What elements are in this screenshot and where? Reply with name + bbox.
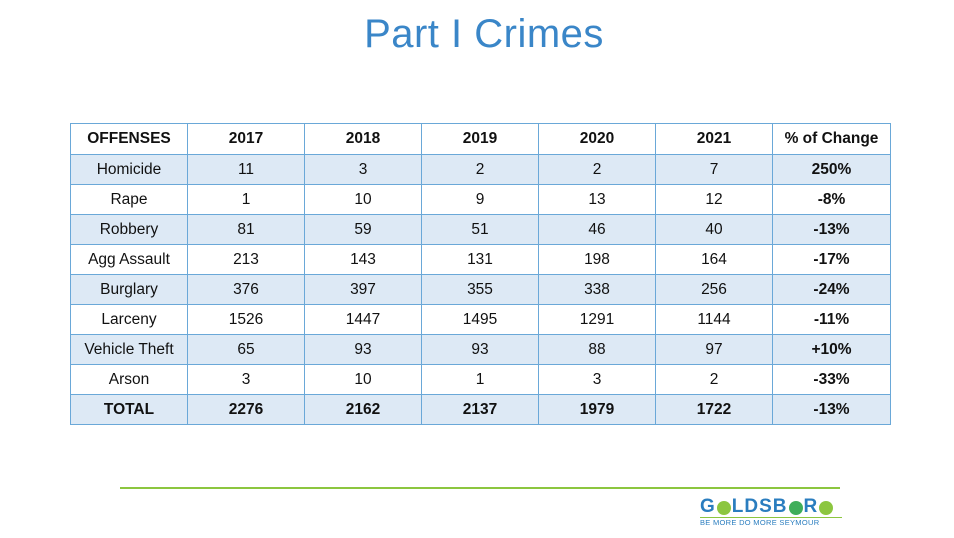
value-cell: 97 (655, 334, 773, 365)
value-cell: 40 (655, 214, 773, 245)
change-cell: -24% (772, 274, 891, 305)
offense-cell: Homicide (70, 154, 188, 185)
logo-circle-icon (716, 501, 731, 515)
value-cell: 93 (304, 334, 422, 365)
table-row: Robbery 81 59 51 46 40 -13% (70, 214, 891, 245)
total-value-cell: 2137 (421, 394, 539, 425)
value-cell: 1447 (304, 304, 422, 335)
value-cell: 3 (538, 364, 656, 395)
value-cell: 7 (655, 154, 773, 185)
value-cell: 11 (187, 154, 305, 185)
total-label-cell: TOTAL (70, 394, 188, 425)
value-cell: 10 (304, 184, 422, 215)
value-cell: 59 (304, 214, 422, 245)
header-2018: 2018 (304, 123, 422, 155)
value-cell: 131 (421, 244, 539, 275)
table-row: Vehicle Theft 65 93 93 88 97 +10% (70, 334, 891, 365)
value-cell: 143 (304, 244, 422, 275)
logo-leaf-icon (788, 501, 803, 515)
logo-letters-ldsb: LDSB (731, 496, 788, 517)
value-cell: 376 (187, 274, 305, 305)
change-cell: +10% (772, 334, 891, 365)
table-row: Homicide 11 3 2 2 7 250% (70, 154, 891, 185)
offense-cell: Vehicle Theft (70, 334, 188, 365)
value-cell: 355 (421, 274, 539, 305)
value-cell: 81 (187, 214, 305, 245)
change-cell: -11% (772, 304, 891, 335)
offense-cell: Larceny (70, 304, 188, 335)
header-2017: 2017 (187, 123, 305, 155)
header-offenses: OFFENSES (70, 123, 188, 155)
value-cell: 164 (655, 244, 773, 275)
value-cell: 13 (538, 184, 656, 215)
table-row: Larceny 1526 1447 1495 1291 1144 -11% (70, 304, 891, 335)
table-header-row: OFFENSES 2017 2018 2019 2020 2021 % of C… (70, 123, 891, 155)
offense-cell: Arson (70, 364, 188, 395)
value-cell: 3 (304, 154, 422, 185)
change-cell: -17% (772, 244, 891, 275)
change-cell: -8% (772, 184, 891, 215)
value-cell: 10 (304, 364, 422, 395)
value-cell: 93 (421, 334, 539, 365)
total-value-cell: 2276 (187, 394, 305, 425)
table-row: Agg Assault 213 143 131 198 164 -17% (70, 244, 891, 275)
value-cell: 1526 (187, 304, 305, 335)
value-cell: 65 (187, 334, 305, 365)
logo-letter-g: G (700, 496, 716, 517)
slide-title: Part I Crimes (364, 12, 604, 56)
logo-wordmark: G LDSB R (700, 497, 842, 517)
value-cell: 1291 (538, 304, 656, 335)
value-cell: 213 (187, 244, 305, 275)
header-2021: 2021 (655, 123, 773, 155)
table-row: Rape 1 10 9 13 12 -8% (70, 184, 891, 215)
value-cell: 1 (187, 184, 305, 215)
value-cell: 2 (655, 364, 773, 395)
total-change-cell: -13% (772, 394, 891, 425)
value-cell: 88 (538, 334, 656, 365)
value-cell: 3 (187, 364, 305, 395)
logo-letter-r: R (803, 496, 819, 517)
logo-tagline: BE MORE DO MORE SEYMOUR (700, 517, 842, 527)
crimes-table: OFFENSES 2017 2018 2019 2020 2021 % of C… (70, 123, 891, 425)
total-row: TOTAL 2276 2162 2137 1979 1722 -13% (70, 394, 891, 425)
value-cell: 2 (421, 154, 539, 185)
header-2019: 2019 (421, 123, 539, 155)
header-2020: 2020 (538, 123, 656, 155)
value-cell: 51 (421, 214, 539, 245)
value-cell: 46 (538, 214, 656, 245)
logo-circle-icon (819, 501, 834, 515)
value-cell: 338 (538, 274, 656, 305)
value-cell: 198 (538, 244, 656, 275)
change-cell: 250% (772, 154, 891, 185)
offense-cell: Rape (70, 184, 188, 215)
value-cell: 256 (655, 274, 773, 305)
value-cell: 9 (421, 184, 539, 215)
total-value-cell: 1979 (538, 394, 656, 425)
value-cell: 1 (421, 364, 539, 395)
table-row: Burglary 376 397 355 338 256 -24% (70, 274, 891, 305)
offense-cell: Agg Assault (70, 244, 188, 275)
change-cell: -13% (772, 214, 891, 245)
total-value-cell: 2162 (304, 394, 422, 425)
value-cell: 1495 (421, 304, 539, 335)
goldsboro-logo: G LDSB R BE MORE DO MORE SEYMOUR (700, 497, 842, 533)
value-cell: 12 (655, 184, 773, 215)
table-row: Arson 3 10 1 3 2 -33% (70, 364, 891, 395)
value-cell: 397 (304, 274, 422, 305)
offense-cell: Burglary (70, 274, 188, 305)
value-cell: 2 (538, 154, 656, 185)
total-value-cell: 1722 (655, 394, 773, 425)
change-cell: -33% (772, 364, 891, 395)
footer-divider (120, 487, 840, 489)
offense-cell: Robbery (70, 214, 188, 245)
header-percent-change: % of Change (772, 123, 891, 155)
value-cell: 1144 (655, 304, 773, 335)
